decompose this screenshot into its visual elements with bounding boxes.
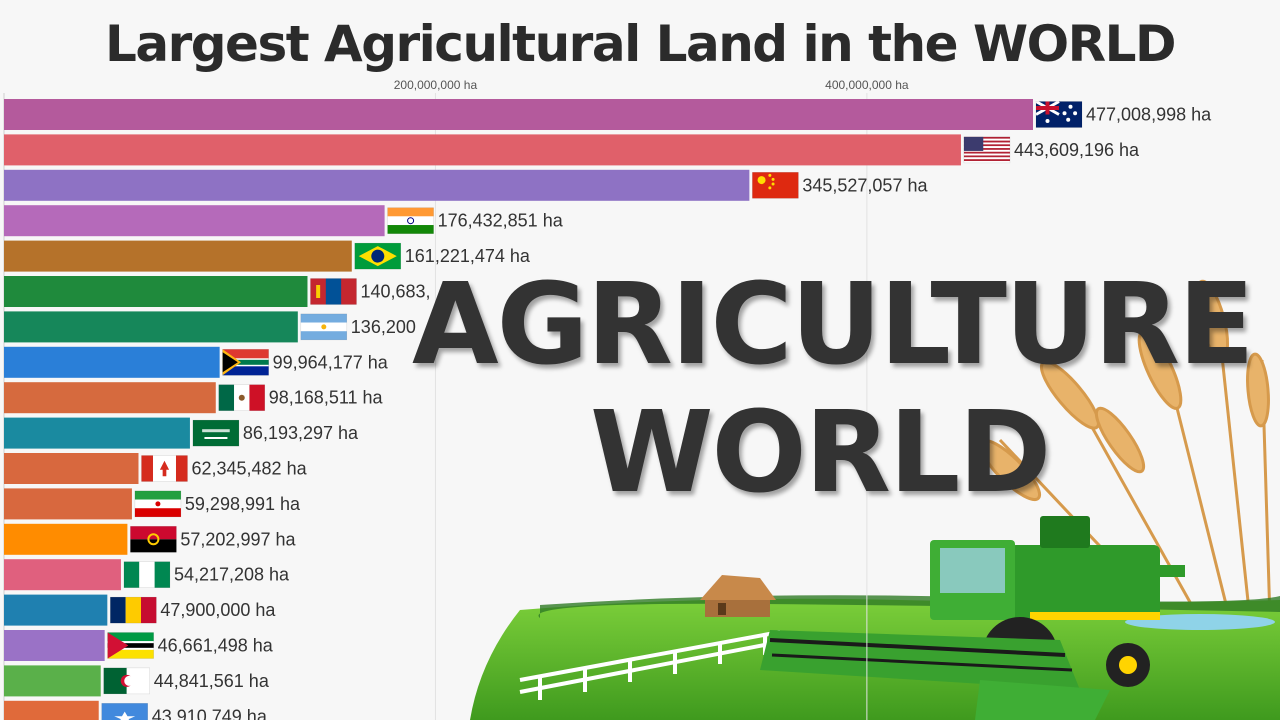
flag-china-icon: [752, 172, 799, 199]
overlay-heading-line1: AGRICULTURE: [412, 260, 1255, 390]
bar: [4, 311, 298, 343]
flag-saudi-arabia-icon: [192, 419, 240, 447]
flag-angola-icon: [130, 526, 177, 553]
bar: [4, 169, 750, 201]
bar-value-label: 98,168,511 ha: [269, 388, 384, 408]
x-tick-label: 400,000,000 ha: [825, 78, 909, 92]
flag-south-africa-icon: [222, 349, 269, 376]
chart-title: Largest Agricultural Land in the WORLD: [104, 15, 1177, 73]
flag-iran-icon: [134, 490, 182, 518]
flag-mexico-icon: [218, 384, 266, 411]
bar: [4, 382, 216, 414]
bar-value-label: 44,841,561 ha: [154, 671, 270, 691]
bar-value-label: 345,527,057 ha: [802, 175, 928, 195]
bar-value-label: 57,202,997 ha: [180, 529, 296, 549]
bar-value-label: 140,683,: [360, 282, 430, 302]
bar: [4, 346, 220, 378]
bar: [4, 559, 121, 591]
flag-usa-icon: [963, 136, 1011, 164]
bar: [4, 700, 99, 720]
flag-canada-icon: [141, 455, 188, 482]
combine-harvester-icon: [760, 516, 1185, 720]
bar: [4, 453, 139, 484]
flag-algeria-icon: [103, 667, 150, 695]
bar: [4, 523, 128, 555]
bar: [4, 134, 961, 166]
bar: [4, 276, 308, 307]
bar-value-label: 59,298,991 ha: [185, 494, 301, 514]
bar-value-label: 43,910,749 ha: [152, 706, 268, 720]
flag-argentina-icon: [300, 313, 348, 341]
flag-mongolia-icon: [310, 278, 357, 305]
bar: [4, 630, 105, 661]
bar: [4, 99, 1033, 130]
bar-value-label: 176,432,851 ha: [438, 211, 564, 231]
farm-scene: [470, 279, 1280, 720]
farmhouse-icon: [700, 575, 776, 617]
bar-value-label: 54,217,208 ha: [174, 565, 290, 585]
bar-value-label: 443,609,196 ha: [1014, 140, 1140, 160]
bar: [4, 665, 101, 697]
bar-value-label: 86,193,297 ha: [243, 423, 359, 443]
bar-value-label: 47,900,000 ha: [160, 600, 276, 620]
flag-somalia-icon: [101, 703, 148, 720]
flag-mozambique-icon: [107, 632, 154, 659]
bar: [4, 488, 132, 520]
flag-brazil-icon: [354, 242, 402, 270]
bar-value-label: 161,221,474 ha: [405, 246, 531, 266]
bar: [4, 417, 190, 449]
overlay-heading-line2: WORLD: [590, 388, 1051, 518]
bar-value-label: 62,345,482 ha: [191, 459, 307, 479]
bar-value-label: 477,008,998 ha: [1086, 105, 1212, 125]
flag-india-icon: [387, 207, 434, 234]
bar-value-label: 136,200: [351, 317, 416, 337]
bar-value-label: 99,964,177 ha: [273, 352, 389, 372]
bar: [4, 594, 108, 626]
flag-australia-icon: [1035, 100, 1083, 128]
flag-nigeria-icon: [123, 561, 171, 588]
bar: [4, 205, 385, 237]
bar: [4, 240, 352, 272]
fence-icon: [519, 630, 781, 700]
x-tick-label: 200,000,000 ha: [394, 78, 478, 92]
flag-chad-icon: [110, 596, 157, 624]
wheat-stalks-icon: [978, 279, 1272, 621]
bar-value-label: 46,661,498 ha: [158, 636, 274, 656]
